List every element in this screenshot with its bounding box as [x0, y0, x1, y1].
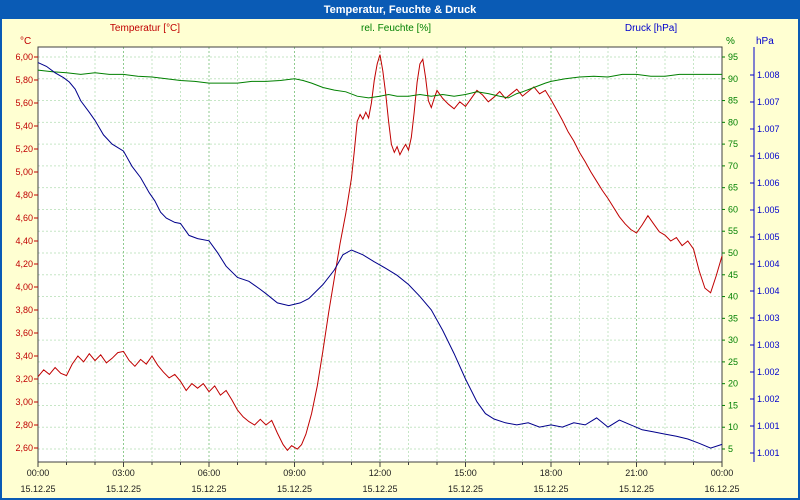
pressure-axis-tick-label: 1.005	[757, 205, 780, 215]
x-axis-date-label: 15.12.25	[448, 484, 483, 494]
pressure-axis-tick-label: 1.004	[757, 259, 780, 269]
x-axis-date-label: 15.12.25	[619, 484, 654, 494]
temperature-axis-tick-label: 6,00	[15, 52, 33, 62]
temperature-axis-tick-label: 4,40	[15, 236, 33, 246]
humidity-axis-tick-label: 15	[728, 400, 738, 410]
series-line-humidity	[37, 69, 722, 99]
temperature-axis-tick-label: 4,80	[15, 190, 33, 200]
x-axis-time-label: 00:00	[711, 468, 734, 478]
humidity-axis-tick-label: 20	[728, 379, 738, 389]
x-axis-date-label: 15.12.25	[277, 484, 312, 494]
pressure-axis-tick-label: 1.002	[757, 394, 780, 404]
pressure-axis-tick-label: 1.003	[757, 340, 780, 350]
x-axis-time-label: 15:00	[454, 468, 477, 478]
humidity-unit-label: %	[726, 36, 735, 47]
pressure-axis-tick-label: 1.008	[757, 70, 780, 80]
x-axis-date-label: 15.12.25	[191, 484, 226, 494]
humidity-axis-tick-label: 75	[728, 139, 738, 149]
humidity-axis-tick-label: 45	[728, 270, 738, 280]
series-line-temperature	[37, 54, 723, 452]
x-axis-time-label: 12:00	[369, 468, 392, 478]
humidity-axis-tick-label: 60	[728, 204, 738, 214]
humidity-axis-tick-label: 50	[728, 248, 738, 258]
temperature-axis-tick-label: 5,60	[15, 98, 33, 108]
humidity-axis-tick-label: 80	[728, 117, 738, 127]
pressure-axis-tick-label: 1.002	[757, 367, 780, 377]
temperature-axis-tick-label: 3,40	[15, 351, 33, 361]
pressure-axis-tick-label: 1.006	[757, 151, 780, 161]
humidity-axis-tick-label: 5	[728, 444, 733, 454]
x-axis-date-label: 15.12.25	[362, 484, 397, 494]
pressure-axis-tick-label: 1.003	[757, 313, 780, 323]
x-axis-date-label: 15.12.25	[106, 484, 141, 494]
temperature-axis-tick-label: 4,60	[15, 213, 33, 223]
humidity-axis-tick-label: 35	[728, 313, 738, 323]
temperature-axis-tick-label: 5,20	[15, 144, 33, 154]
humidity-axis-tick-label: 90	[728, 74, 738, 84]
temperature-axis-tick-label: 3,60	[15, 328, 33, 338]
humidity-axis-tick-label: 70	[728, 161, 738, 171]
temperature-axis-tick-label: 2,80	[15, 420, 33, 430]
temperature-axis-tick-label: 3,20	[15, 374, 33, 384]
humidity-axis-tick-label: 30	[728, 335, 738, 345]
pressure-axis-tick-label: 1.007	[757, 124, 780, 134]
pressure-axis-tick-label: 1.005	[757, 232, 780, 242]
x-axis-time-label: 00:00	[27, 468, 50, 478]
humidity-axis-tick-label: 85	[728, 96, 738, 106]
temperature-unit-label: °C	[20, 36, 32, 47]
temperature-axis-tick-label: 2,60	[15, 443, 33, 453]
x-axis-date-label: 15.12.25	[533, 484, 568, 494]
humidity-axis-tick-label: 25	[728, 357, 738, 367]
pressure-axis-tick-label: 1.001	[757, 448, 780, 458]
temperature-axis-tick-label: 5,40	[15, 121, 33, 131]
pressure-unit-label: hPa	[756, 36, 774, 47]
series-line-pressure	[37, 62, 723, 449]
temperature-axis-tick-label: 5,00	[15, 167, 33, 177]
temperature-axis-tick-label: 3,00	[15, 397, 33, 407]
x-axis-time-label: 06:00	[198, 468, 221, 478]
pressure-axis-tick-label: 1.001	[757, 421, 780, 431]
humidity-axis-tick-label: 10	[728, 422, 738, 432]
x-axis-time-label: 09:00	[283, 468, 306, 478]
x-axis-date-label: 16.12.25	[704, 484, 739, 494]
temperature-axis-tick-label: 5,80	[15, 75, 33, 85]
pressure-axis-tick-label: 1.007	[757, 97, 780, 107]
x-axis-time-label: 21:00	[625, 468, 648, 478]
legend-humidity: rel. Feuchte [%]	[360, 23, 432, 34]
x-axis-time-label: 18:00	[540, 468, 563, 478]
x-axis-date-label: 15.12.25	[20, 484, 55, 494]
humidity-axis-tick-label: 95	[728, 52, 738, 62]
x-axis-time-label: 03:00	[112, 468, 135, 478]
legend-pressure: Druck [hPa]	[624, 23, 678, 34]
humidity-axis-tick-label: 65	[728, 183, 738, 193]
pressure-axis-tick-label: 1.006	[757, 178, 780, 188]
legend-temperature: Temperatur [°C]	[109, 23, 181, 34]
temperature-axis-tick-label: 4,00	[15, 282, 33, 292]
window-title: Temperatur, Feuchte & Druck	[323, 4, 477, 16]
humidity-axis-tick-label: 40	[728, 292, 738, 302]
temperature-axis-tick-label: 4,20	[15, 259, 33, 269]
pressure-axis-tick-label: 1.004	[757, 286, 780, 296]
titlebar: Temperatur, Feuchte & Druck	[2, 2, 798, 19]
humidity-axis-tick-label: 55	[728, 226, 738, 236]
temperature-axis-tick-label: 3,80	[15, 305, 33, 315]
